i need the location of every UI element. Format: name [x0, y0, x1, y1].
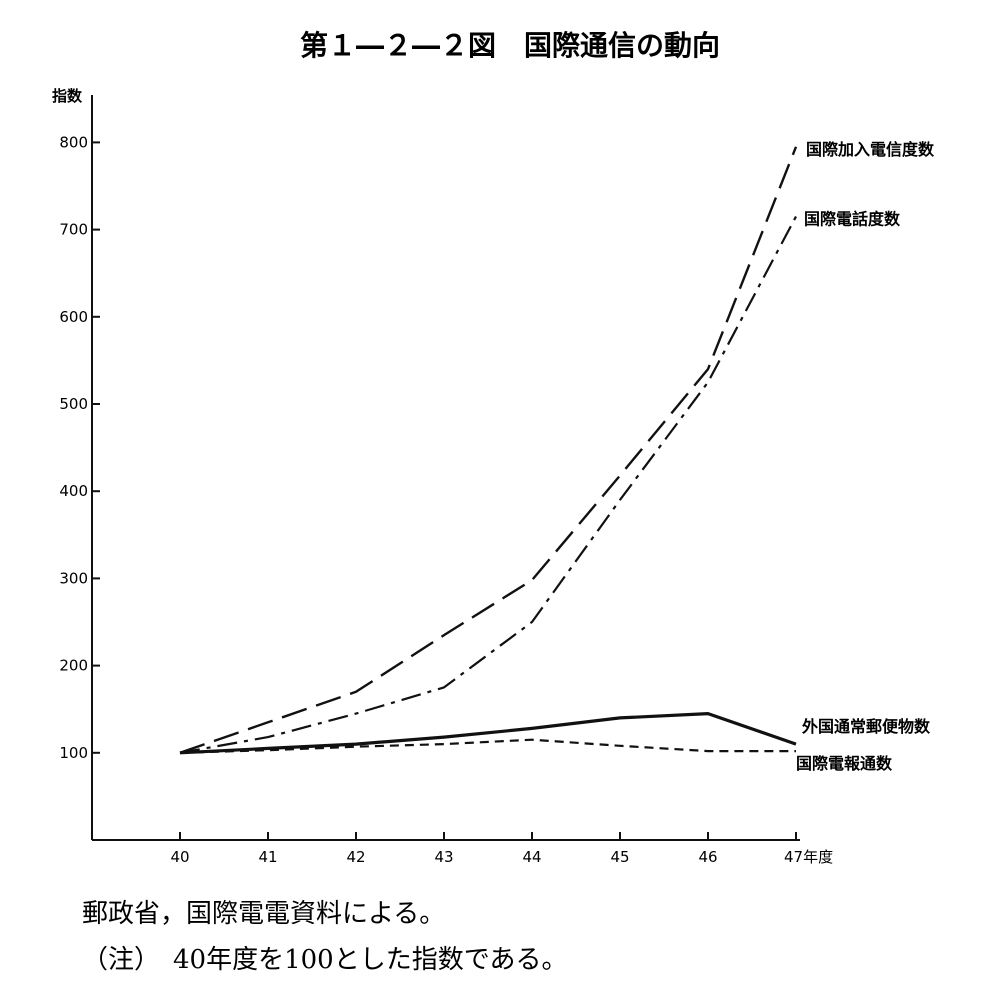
x-tick-label: 44	[522, 848, 541, 866]
x-tick-label: 45	[610, 848, 629, 866]
x-axis-ticks: 40 41 42 43 44 45 46 47年度	[170, 832, 833, 866]
y-tick-label: 600	[59, 308, 88, 326]
x-tick-label: 40	[170, 848, 189, 866]
y-tick-label: 700	[59, 221, 88, 239]
series-lines	[179, 146, 798, 755]
y-tick-label: 500	[59, 395, 88, 413]
y-axis-ticks: 100 200 300 400 500 600 700 800	[59, 133, 100, 762]
y-tick-label: 100	[59, 744, 88, 762]
chart-title: 第１―２―２図 国際通信の動向	[300, 29, 720, 62]
x-tick-label: 43	[434, 848, 453, 866]
y-tick-label: 400	[59, 482, 88, 500]
x-tick-label: 41	[258, 848, 277, 866]
series-label-1: 国際電話度数	[804, 210, 901, 229]
series-label-3: 国際電報通数	[796, 754, 893, 773]
series-label-2: 外国通常郵便物数	[801, 717, 931, 736]
y-axis-label: 指数	[52, 87, 83, 105]
series-line-0	[179, 146, 798, 754]
x-tick-label: 47年度	[784, 848, 833, 866]
series-label-0: 国際加入電信度数	[806, 140, 935, 159]
y-tick-label: 200	[59, 657, 88, 675]
footnote: （注） 40年度を100とした指数である。	[82, 945, 567, 975]
series-line-2	[179, 711, 797, 755]
y-tick-label: 800	[59, 133, 88, 151]
x-tick-label: 46	[698, 848, 717, 866]
y-tick-label: 300	[59, 569, 88, 587]
series-line-1	[179, 215, 797, 754]
source-note: 郵政省，国際電電資料による。	[82, 899, 445, 929]
x-tick-label: 42	[346, 848, 365, 866]
series-line-3	[179, 738, 796, 754]
